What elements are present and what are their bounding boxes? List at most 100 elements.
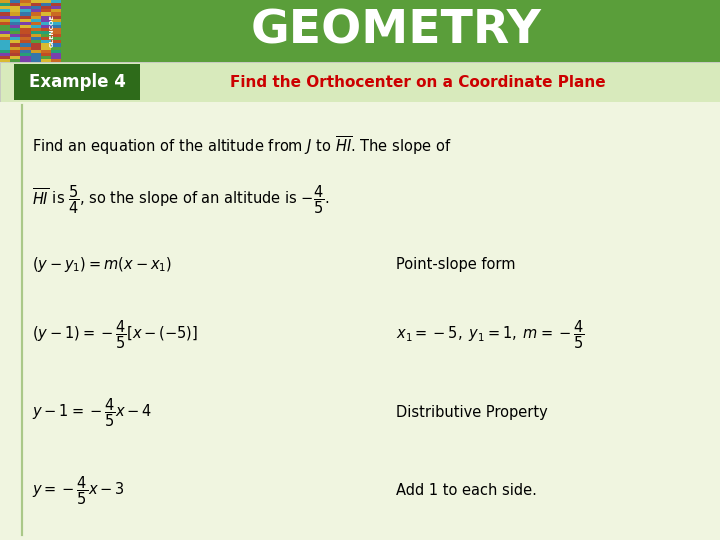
Bar <box>20 31 30 34</box>
Bar <box>51 50 61 53</box>
Bar <box>0 46 10 50</box>
Bar <box>51 16 61 18</box>
Bar <box>0 40 10 44</box>
Bar <box>41 22 51 25</box>
Bar <box>10 43 20 46</box>
Bar <box>0 56 10 59</box>
Bar <box>0 62 720 102</box>
Bar <box>41 3 51 6</box>
Bar <box>51 3 61 6</box>
Bar <box>10 18 20 22</box>
Bar <box>20 43 30 46</box>
Text: GEOMETRY: GEOMETRY <box>251 9 541 53</box>
Bar <box>41 59 51 62</box>
Bar <box>51 25 61 28</box>
Bar <box>51 0 61 3</box>
Bar <box>20 46 30 50</box>
Bar <box>10 34 20 37</box>
Bar <box>0 28 10 31</box>
Bar <box>20 22 30 25</box>
Bar <box>10 46 20 50</box>
Bar <box>30 12 41 16</box>
Text: Find the Orthocenter on a Coordinate Plane: Find the Orthocenter on a Coordinate Pla… <box>230 75 606 90</box>
Bar <box>10 50 20 53</box>
Bar <box>0 9 10 12</box>
Bar <box>30 18 41 22</box>
Bar <box>51 56 61 59</box>
Bar <box>51 37 61 40</box>
Bar <box>51 43 61 46</box>
Bar <box>30 43 41 46</box>
Bar <box>41 16 51 18</box>
Bar <box>10 16 20 18</box>
Bar <box>10 28 20 31</box>
Bar <box>20 40 30 44</box>
Bar <box>51 31 61 34</box>
Bar <box>0 102 720 540</box>
Bar <box>20 37 30 40</box>
Bar <box>30 6 41 9</box>
Bar <box>10 9 20 12</box>
Text: $y=-\dfrac{4}{5}x-3$: $y=-\dfrac{4}{5}x-3$ <box>32 475 125 507</box>
Bar <box>41 31 51 34</box>
Text: $y-1=-\dfrac{4}{5}x-4$: $y-1=-\dfrac{4}{5}x-4$ <box>32 396 153 429</box>
Bar <box>20 0 30 3</box>
Bar <box>51 9 61 12</box>
Bar <box>0 22 10 25</box>
Bar <box>20 56 30 59</box>
Bar <box>41 43 51 46</box>
Bar <box>10 31 20 34</box>
Bar <box>10 6 20 9</box>
Bar <box>0 18 10 22</box>
Bar <box>30 53 41 56</box>
Bar <box>20 53 30 56</box>
Bar <box>0 0 10 3</box>
Bar <box>30 59 41 62</box>
Bar <box>0 3 10 6</box>
Bar <box>0 37 10 40</box>
Bar <box>51 18 61 22</box>
Bar <box>30 28 41 31</box>
Bar <box>41 40 51 44</box>
Bar <box>10 53 20 56</box>
Bar <box>30 56 41 59</box>
Bar <box>20 59 30 62</box>
Bar <box>0 16 10 18</box>
Bar <box>30 9 41 12</box>
Bar <box>0 31 10 34</box>
Bar <box>30 16 41 18</box>
Text: Example 4: Example 4 <box>29 73 126 91</box>
Text: $\overline{HI}$ is $\dfrac{5}{4}$, so the slope of an altitude is $-\dfrac{4}{5}: $\overline{HI}$ is $\dfrac{5}{4}$, so th… <box>32 183 330 215</box>
Bar <box>20 50 30 53</box>
Bar <box>51 46 61 50</box>
Bar <box>30 46 41 50</box>
Bar <box>20 25 30 28</box>
Bar <box>0 34 10 37</box>
Bar <box>30 50 41 53</box>
Bar <box>51 40 61 44</box>
Text: $(y-y_1)=m(x-x_1)$: $(y-y_1)=m(x-x_1)$ <box>32 254 173 274</box>
Bar <box>0 50 10 53</box>
Bar <box>51 53 61 56</box>
Bar <box>30 34 41 37</box>
Text: $x_1=-5,\;y_1=1,\;m=-\dfrac{4}{5}$: $x_1=-5,\;y_1=1,\;m=-\dfrac{4}{5}$ <box>396 318 585 350</box>
Bar <box>41 50 51 53</box>
Bar <box>41 28 51 31</box>
Bar <box>0 12 10 16</box>
Bar <box>0 0 720 62</box>
Bar <box>0 25 10 28</box>
Bar <box>41 18 51 22</box>
Bar <box>41 34 51 37</box>
Bar <box>14 64 140 100</box>
Bar <box>41 56 51 59</box>
Bar <box>20 12 30 16</box>
Bar <box>30 3 41 6</box>
Bar <box>51 22 61 25</box>
Bar <box>10 56 20 59</box>
Bar <box>41 25 51 28</box>
Bar <box>20 16 30 18</box>
Bar <box>0 6 10 9</box>
Bar <box>41 46 51 50</box>
Text: GLENCOE: GLENCOE <box>50 15 55 48</box>
Bar <box>10 40 20 44</box>
